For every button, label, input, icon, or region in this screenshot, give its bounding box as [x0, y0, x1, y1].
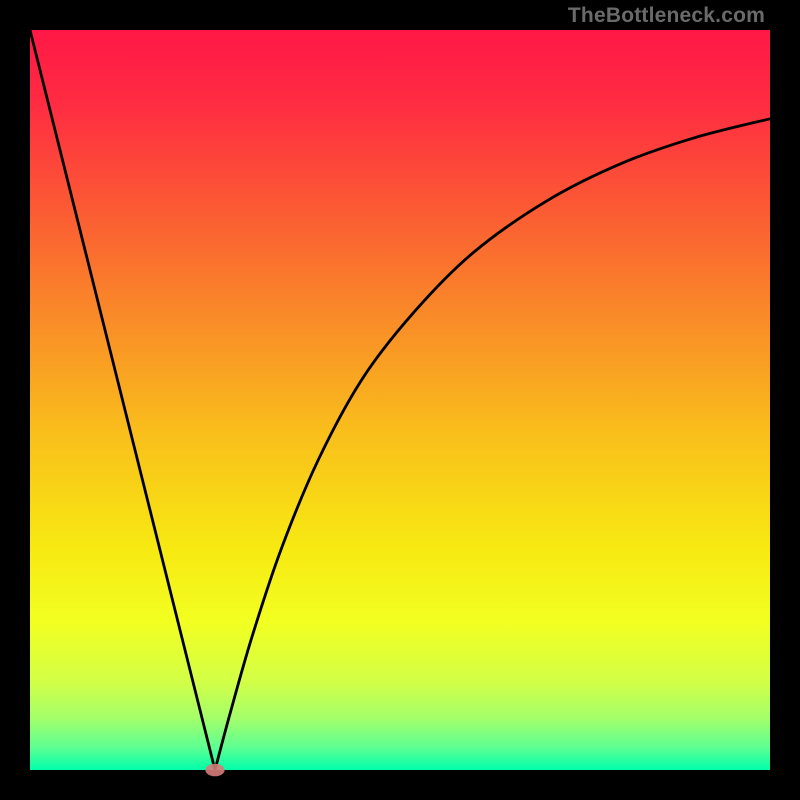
trough-marker: [205, 764, 224, 777]
curve-svg: [0, 0, 800, 800]
curve-left-branch: [30, 30, 215, 770]
curve-right-branch: [215, 119, 770, 770]
